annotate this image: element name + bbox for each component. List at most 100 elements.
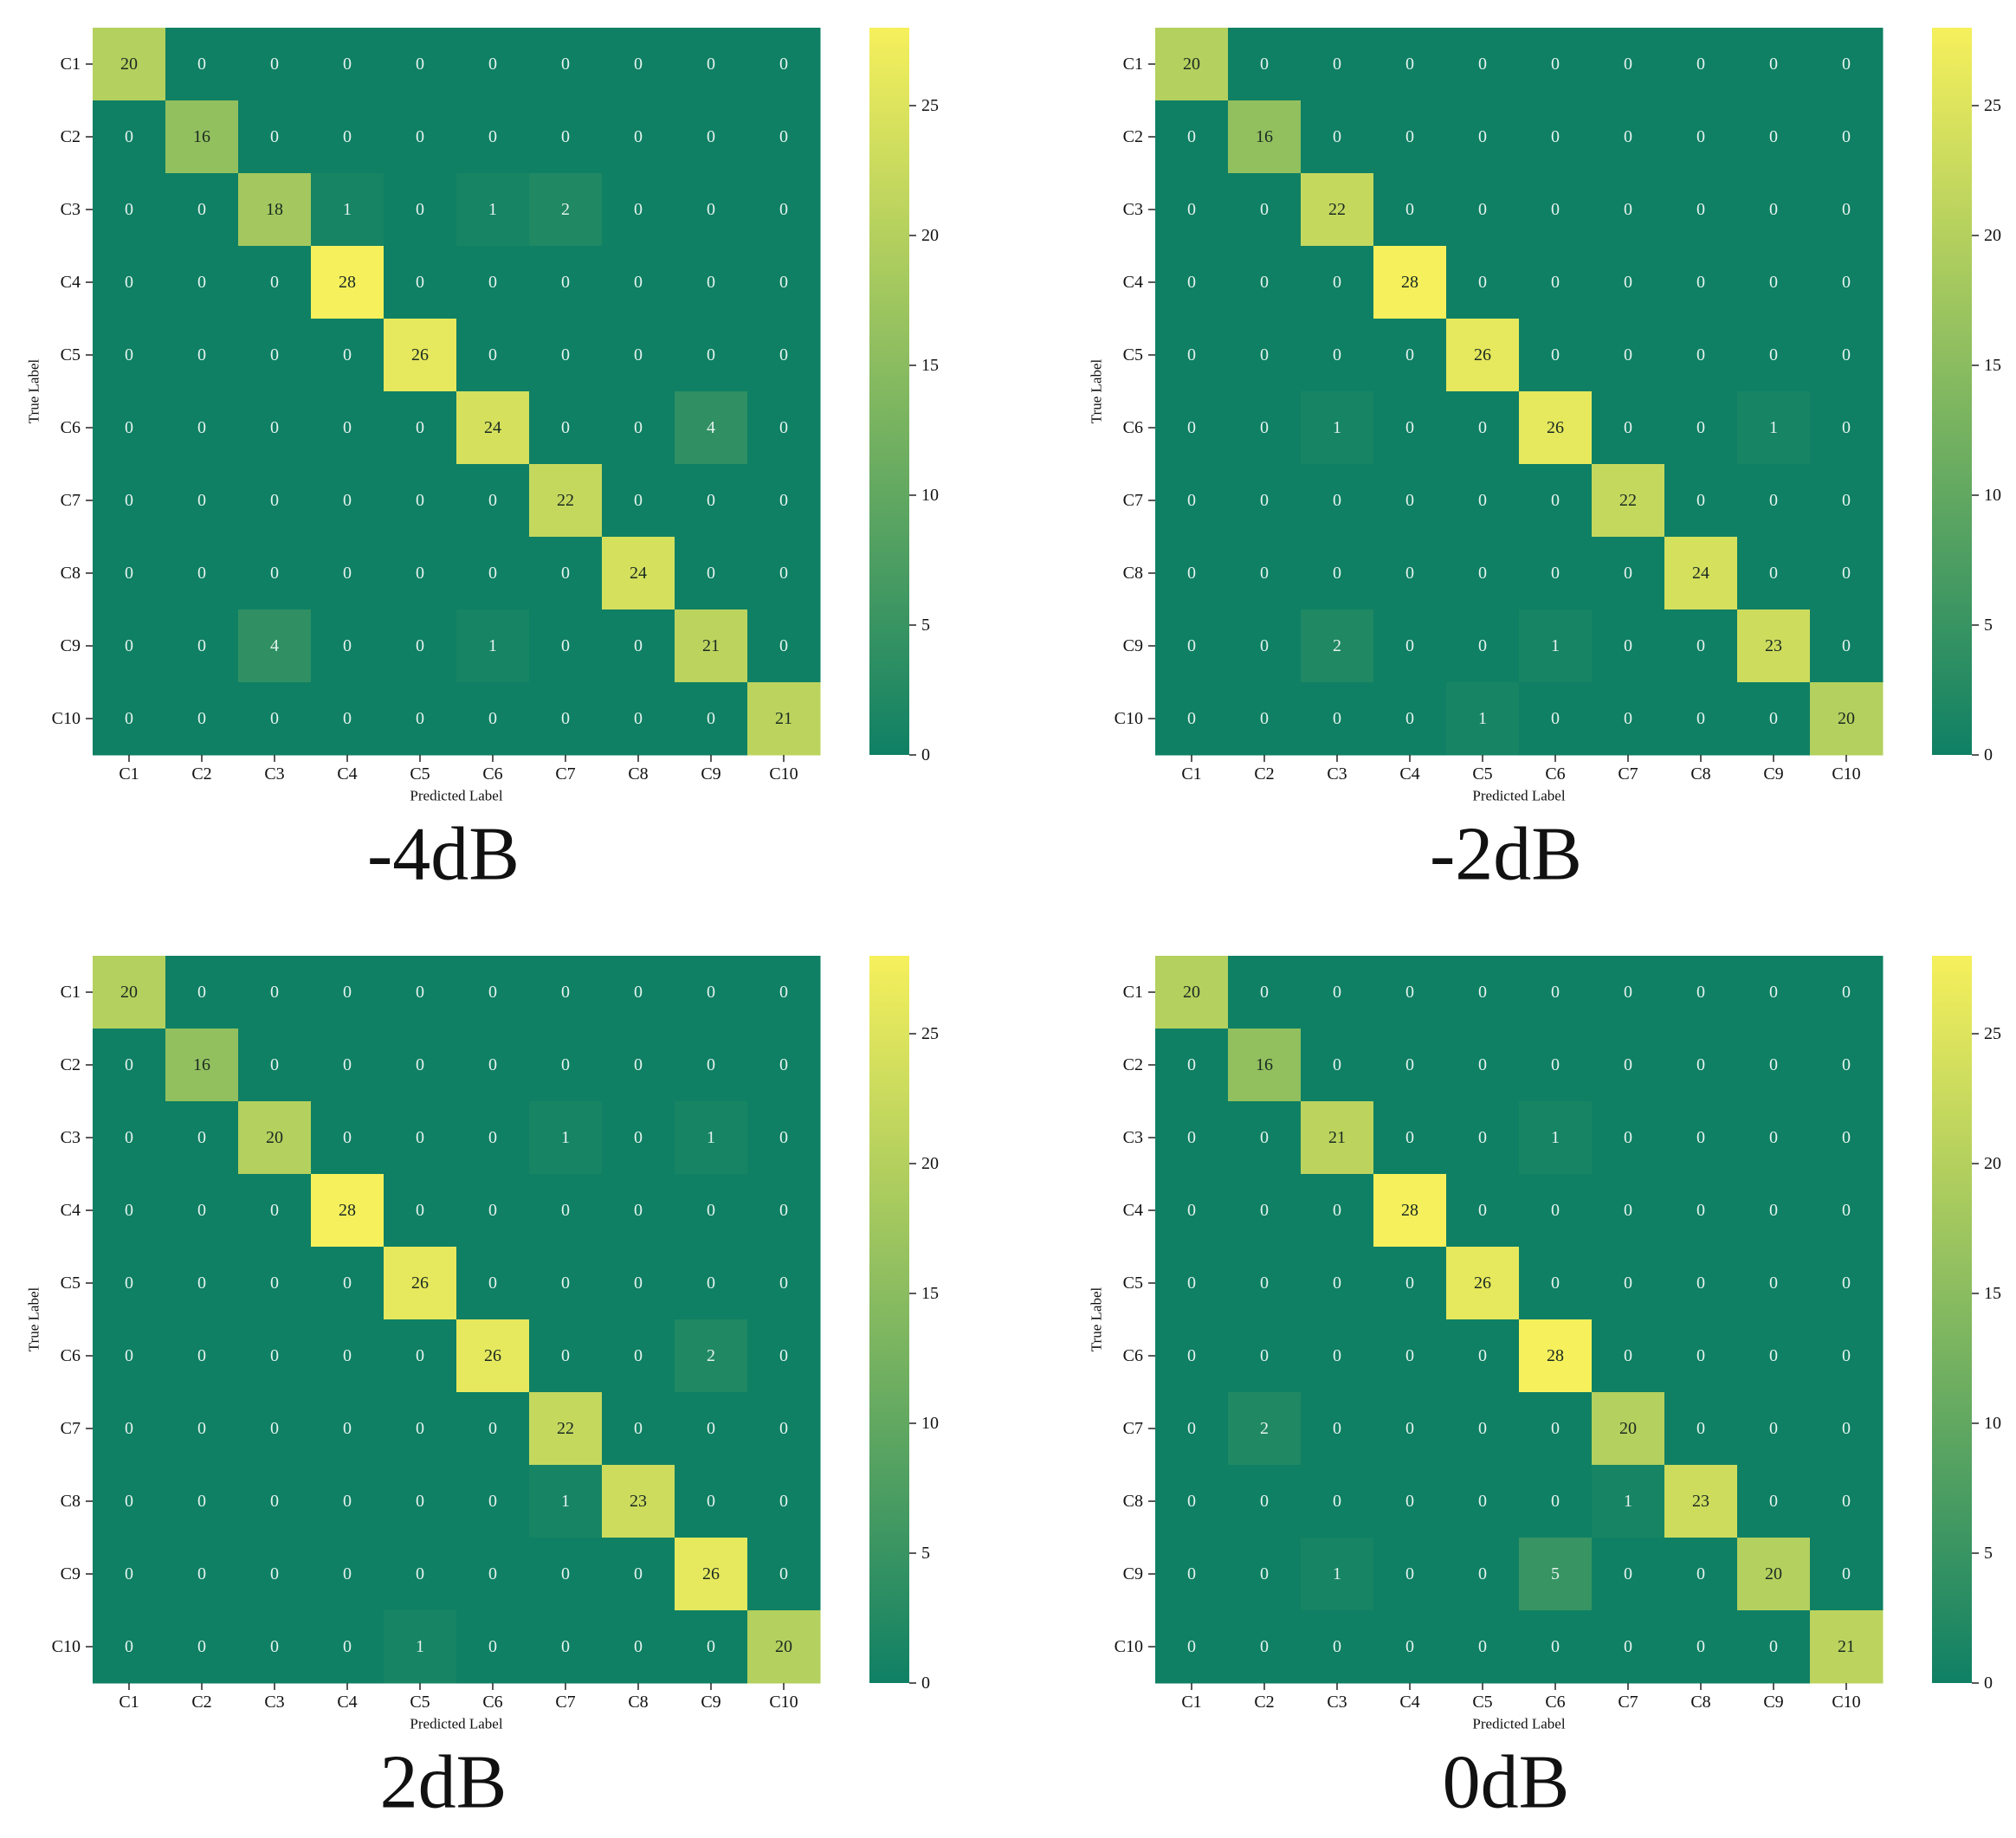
cell-value-label: 22 xyxy=(557,1419,574,1438)
heatmap-cell xyxy=(747,1101,821,1175)
cell-value-label: 0 xyxy=(125,273,133,292)
cell-value-label: 0 xyxy=(197,1492,206,1511)
heatmap-cell xyxy=(456,173,530,247)
heatmap-cell xyxy=(93,100,166,174)
cell-value-label: 0 xyxy=(1187,1492,1196,1511)
cell-value-label: 23 xyxy=(630,1492,647,1511)
y-axis-label: True Label xyxy=(26,1287,42,1352)
y-tick-label: C10 xyxy=(52,709,81,728)
cell-value-label: 0 xyxy=(197,418,206,437)
cell-value-label: 0 xyxy=(488,983,497,1002)
heatmap-cell xyxy=(747,1174,821,1248)
cell-value-label: 0 xyxy=(488,345,497,364)
x-axis-label: Predicted Label xyxy=(410,788,502,804)
cell-value-label: 0 xyxy=(343,127,352,146)
x-tick-label: C4 xyxy=(1399,1693,1419,1712)
cell-value-label: 0 xyxy=(416,983,424,1002)
x-tick-label: C10 xyxy=(769,764,798,784)
cell-value-label: 0 xyxy=(1842,345,1851,364)
heatmap-cell xyxy=(675,682,748,756)
confusion-matrix-panel: 20 0 0 0 0 0 0 0 0 00 16 0 0 0 0 0 0 0 00 0 21 0 0 1 0 0 0 00 0 0 28 0 0… xyxy=(1089,956,2001,1825)
cell-value-label: 0 xyxy=(125,127,133,146)
x-tick-label: C9 xyxy=(701,764,720,784)
cell-value-label: 0 xyxy=(1551,1274,1560,1293)
heatmap-cell xyxy=(529,28,603,101)
heatmap-cell xyxy=(165,319,239,392)
cell-value-label: 0 xyxy=(1260,345,1269,364)
x-tick-label: C9 xyxy=(1763,1693,1783,1712)
cell-value-label: 0 xyxy=(1551,127,1560,146)
heatmap-cell xyxy=(311,1319,384,1393)
heatmap-cell xyxy=(1446,1101,1520,1175)
x-tick-label: C1 xyxy=(1181,1693,1201,1712)
heatmap-cell xyxy=(1301,682,1374,756)
heatmap-cell xyxy=(93,956,166,1029)
heatmap-cell xyxy=(311,1610,384,1684)
cell-value-label: 0 xyxy=(634,491,643,510)
y-tick-label: C1 xyxy=(61,983,81,1002)
cell-value-label: 0 xyxy=(197,1128,206,1147)
cell-value-label: 0 xyxy=(1624,636,1632,655)
cell-value-label: 0 xyxy=(343,55,352,74)
cell-value-label: 0 xyxy=(707,983,715,1002)
cell-value-label: 0 xyxy=(416,1128,424,1147)
cell-value-label: 26 xyxy=(702,1564,720,1583)
heatmap-cell xyxy=(165,1247,239,1320)
cell-value-label: 0 xyxy=(1696,1419,1705,1438)
y-tick-label: C8 xyxy=(1123,1492,1143,1511)
cell-value-label: 0 xyxy=(1333,1274,1341,1293)
cell-value-label: 0 xyxy=(1696,273,1705,292)
cell-value-label: 0 xyxy=(1187,1274,1196,1293)
heatmap-cell xyxy=(456,1247,530,1320)
heatmap-cell xyxy=(165,1101,239,1175)
heatmap-cell xyxy=(93,1029,166,1102)
colorbar-tick-label: 20 xyxy=(1984,226,2001,245)
heatmap-cell xyxy=(93,28,166,101)
y-tick-label: C7 xyxy=(1123,1419,1143,1438)
heatmap-cell xyxy=(384,1101,457,1175)
cell-value-label: 0 xyxy=(1624,1274,1632,1293)
cell-value-label: 0 xyxy=(1405,55,1414,74)
heatmap-cell xyxy=(1664,1392,1738,1466)
heatmap-cell xyxy=(384,956,457,1029)
heatmap-cell xyxy=(1664,173,1738,247)
heatmap-cell xyxy=(1592,1319,1665,1393)
cell-value-label: 0 xyxy=(779,636,788,655)
cell-value-label: 0 xyxy=(707,564,715,583)
cell-value-label: 0 xyxy=(1551,983,1560,1002)
heatmap-cell xyxy=(747,100,821,174)
heatmap-cell xyxy=(93,1247,166,1320)
cell-value-label: 0 xyxy=(1842,1492,1851,1511)
heatmap-cell xyxy=(238,956,312,1029)
heatmap-cell xyxy=(1228,682,1302,756)
cell-value-label: 0 xyxy=(1187,491,1196,510)
cell-value-label: 28 xyxy=(1401,273,1418,292)
heatmap-cell xyxy=(1737,537,1811,610)
heatmap-cell xyxy=(311,537,384,610)
y-tick-label: C8 xyxy=(1123,564,1143,583)
heatmap-cell xyxy=(238,537,312,610)
cell-value-label: 0 xyxy=(416,1201,424,1220)
heatmap-cell xyxy=(1446,100,1520,174)
heatmap-cell xyxy=(1301,1610,1374,1684)
heatmap-cell xyxy=(1228,28,1302,101)
cell-value-label: 0 xyxy=(1551,273,1560,292)
cell-value-label: 0 xyxy=(416,1055,424,1074)
cell-value-label: 0 xyxy=(343,491,352,510)
cell-value-label: 0 xyxy=(343,636,352,655)
cell-value-label: 0 xyxy=(270,55,279,74)
cell-value-label: 0 xyxy=(1478,1637,1487,1656)
cell-value-label: 0 xyxy=(488,1419,497,1438)
cell-value-label: 0 xyxy=(1769,273,1778,292)
cell-value-label: 0 xyxy=(1333,491,1341,510)
heatmap-cell xyxy=(1446,319,1520,392)
x-tick-label: C7 xyxy=(555,1693,575,1712)
cell-value-label: 0 xyxy=(416,55,424,74)
cell-value-label: 0 xyxy=(634,1274,643,1293)
heatmap-cell xyxy=(1301,956,1374,1029)
heatmap-cell xyxy=(1737,464,1811,538)
heatmap-cell xyxy=(1737,28,1811,101)
cell-value-label: 0 xyxy=(779,1128,788,1147)
cell-value-label: 0 xyxy=(1842,636,1851,655)
heatmap-cell xyxy=(1737,1029,1811,1102)
